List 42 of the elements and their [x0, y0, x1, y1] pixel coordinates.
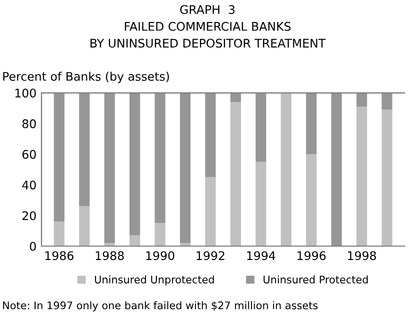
x-tick-label: 1998	[348, 251, 376, 260]
bar	[130, 235, 140, 246]
x-tick-label: 1990	[146, 251, 174, 260]
x-tick-label: 1986	[45, 251, 74, 260]
legend-label: Uninsured Protected	[264, 275, 368, 284]
y-tick-label: 40	[22, 180, 36, 190]
bar	[256, 92, 266, 162]
text: Note: In 1997 only one bank failed with $27 million in assets	[3, 301, 318, 312]
bar	[205, 177, 216, 246]
bar	[54, 222, 64, 246]
bar	[154, 223, 166, 246]
bar	[306, 92, 317, 154]
bar	[356, 106, 368, 246]
bar	[79, 206, 90, 246]
bar	[382, 92, 392, 110]
bar	[356, 92, 368, 107]
y-axis-title: Percent of Banks (by assets)	[3, 72, 169, 84]
y-tick-label: 0	[30, 242, 36, 251]
y-tick-label: 20	[22, 211, 36, 220]
bar	[331, 92, 342, 246]
bar	[130, 92, 140, 236]
legend-label: Uninsured Unprotected	[94, 275, 214, 286]
bar	[280, 92, 292, 246]
bar	[54, 92, 64, 222]
bar	[256, 162, 266, 246]
bar	[382, 110, 392, 246]
y-tick-label: 60	[22, 150, 36, 159]
bar	[230, 92, 241, 102]
bar	[306, 154, 317, 246]
bar	[104, 92, 115, 244]
x-tick-label: 1988	[96, 251, 124, 260]
x-tick-label: 1996	[298, 251, 326, 260]
chart-title: GRAPH 3 FAILED COMMERCIAL BANKS BY UNINSURED DEPOSITOR TREATMENT	[90, 5, 326, 48]
bar	[180, 92, 191, 244]
bar	[230, 102, 241, 246]
y-tick-label: 100	[15, 88, 36, 98]
x-tick-label: 1992	[196, 251, 224, 260]
bar	[79, 92, 90, 206]
bar	[154, 92, 166, 224]
bar	[205, 92, 216, 178]
y-tick-label: 80	[22, 119, 36, 128]
x-tick-label: 1994	[247, 251, 276, 260]
